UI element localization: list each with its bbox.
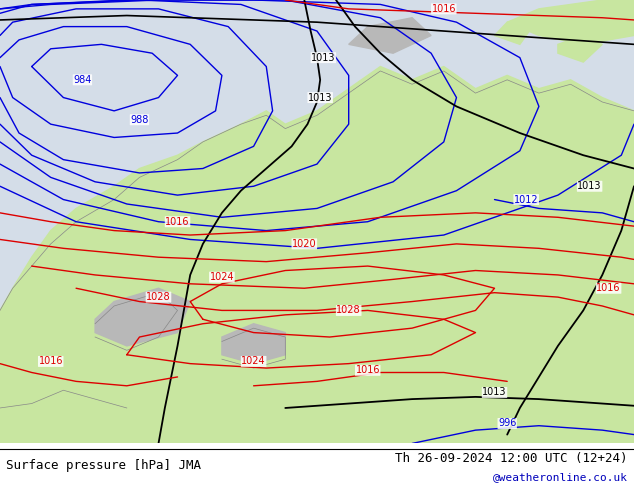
Text: @weatheronline.co.uk: @weatheronline.co.uk [493, 472, 628, 482]
Text: 1016: 1016 [597, 283, 621, 293]
Text: 1024: 1024 [242, 356, 266, 367]
Text: 1013: 1013 [308, 93, 332, 102]
Text: 1028: 1028 [146, 292, 171, 302]
Text: Surface pressure [hPa] JMA: Surface pressure [hPa] JMA [6, 459, 202, 472]
Text: 1016: 1016 [39, 356, 63, 367]
Text: 1016: 1016 [356, 365, 380, 375]
Polygon shape [0, 67, 634, 443]
Text: 1028: 1028 [337, 305, 361, 316]
Text: 1016: 1016 [432, 4, 456, 14]
Text: 988: 988 [131, 115, 148, 125]
Polygon shape [222, 324, 285, 364]
Text: 1024: 1024 [210, 272, 234, 282]
Polygon shape [507, 0, 634, 44]
Polygon shape [95, 288, 190, 346]
Text: 1016: 1016 [165, 217, 190, 227]
Text: 1013: 1013 [578, 181, 602, 191]
Text: 996: 996 [498, 418, 516, 428]
Polygon shape [349, 18, 431, 53]
Text: 1013: 1013 [482, 388, 507, 397]
Text: 984: 984 [74, 75, 91, 85]
Text: 1012: 1012 [514, 195, 538, 204]
Text: 1020: 1020 [292, 239, 316, 249]
Polygon shape [495, 22, 533, 44]
Polygon shape [558, 35, 602, 62]
Text: Th 26-09-2024 12:00 UTC (12+24): Th 26-09-2024 12:00 UTC (12+24) [395, 452, 628, 465]
Text: 1013: 1013 [311, 52, 335, 63]
